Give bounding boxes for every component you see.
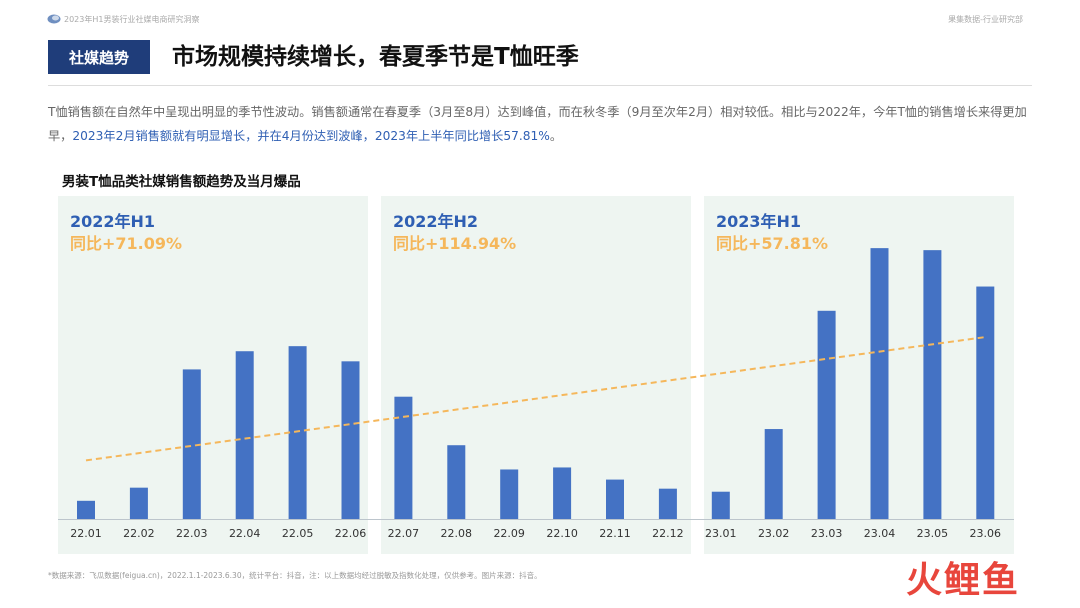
bar-23.03 — [817, 310, 836, 519]
panel-background — [58, 196, 368, 554]
title-divider — [48, 85, 1032, 86]
x-tick-label: 22.09 — [493, 527, 525, 540]
panel-yoy-label: 同比+71.09% — [70, 234, 182, 253]
bar-22.03 — [182, 369, 201, 519]
x-tick-label: 22.10 — [546, 527, 578, 540]
x-tick-label: 22.02 — [123, 527, 155, 540]
panel-period-label: 2022年H1 — [70, 212, 155, 231]
bar-23.01 — [711, 491, 730, 519]
top-bar: 2023年H1男装行业社媒电商研究洞察 果集数据-行业研究部 — [0, 0, 1080, 34]
bar-23.04 — [870, 248, 889, 519]
page-title: 市场规模持续增长，春夏季节是T恤旺季 — [172, 44, 579, 70]
panel-background — [704, 196, 1014, 554]
bar-22.10 — [553, 467, 572, 519]
svg-text:火鲤鱼: 火鲤鱼 — [906, 560, 1020, 600]
watermark-logo: 火鲤鱼 — [906, 560, 1020, 600]
bar-23.02 — [764, 429, 783, 519]
panel-period-label: 2023年H1 — [716, 212, 801, 231]
x-tick-label: 22.11 — [599, 527, 631, 540]
x-tick-label: 22.05 — [282, 527, 314, 540]
description-end: 。 — [549, 129, 563, 143]
section-tag: 社媒趋势 — [48, 40, 150, 74]
bar-22.12 — [658, 488, 677, 519]
x-tick-label: 22.04 — [229, 527, 261, 540]
chart-title: 男装T恤品类社媒销售额趋势及当月爆品 — [62, 174, 301, 190]
trend-line — [85, 336, 986, 462]
x-tick-label: 23.02 — [758, 527, 790, 540]
bar-22.05 — [288, 346, 307, 519]
bar-22.08 — [447, 445, 466, 519]
x-tick-label: 23.06 — [970, 527, 1002, 540]
x-tick-label: 23.04 — [864, 527, 896, 540]
bar-22.04 — [235, 351, 254, 519]
brand-logo-icon — [47, 14, 61, 24]
bar-23.05 — [923, 250, 942, 519]
footnote: *数据来源：飞瓜数据(feigua.cn)，2022.1.1-2023.6.30… — [48, 571, 542, 580]
panel-yoy-label: 同比+114.94% — [393, 234, 516, 253]
x-tick-label: 22.12 — [652, 527, 684, 540]
org-name: 果集数据-行业研究部 — [948, 15, 1023, 24]
bar-22.06 — [341, 361, 360, 519]
bar-22.02 — [129, 487, 148, 519]
x-tick-label: 22.03 — [176, 527, 208, 540]
x-tick-label: 22.06 — [335, 527, 367, 540]
x-tick-label: 22.01 — [70, 527, 102, 540]
report-title: 2023年H1男装行业社媒电商研究洞察 — [64, 15, 200, 24]
x-tick-label: 23.01 — [705, 527, 737, 540]
bar-22.11 — [606, 479, 624, 519]
x-tick-label: 22.07 — [388, 527, 420, 540]
bar-22.01 — [77, 500, 95, 519]
panel-period-label: 2022年H2 — [393, 212, 478, 231]
bar-23.06 — [976, 286, 995, 519]
bar-22.07 — [394, 396, 413, 519]
description-highlight: 2023年2月销售额就有明显增长，并在4月份达到波峰，2023年上半年同比增长5… — [72, 129, 550, 143]
bar-22.09 — [500, 469, 519, 519]
panel-background — [381, 196, 691, 554]
panel-yoy-label: 同比+57.81% — [716, 234, 828, 253]
description-text: T恤销售额在自然年中呈现出明显的季节性波动。销售额通常在春夏季（3月至8月）达到… — [48, 105, 1027, 143]
x-tick-label: 22.08 — [441, 527, 473, 540]
description: T恤销售额在自然年中呈现出明显的季节性波动。销售额通常在春夏季（3月至8月）达到… — [48, 100, 1038, 148]
x-tick-label: 23.05 — [917, 527, 949, 540]
x-tick-label: 23.03 — [811, 527, 843, 540]
